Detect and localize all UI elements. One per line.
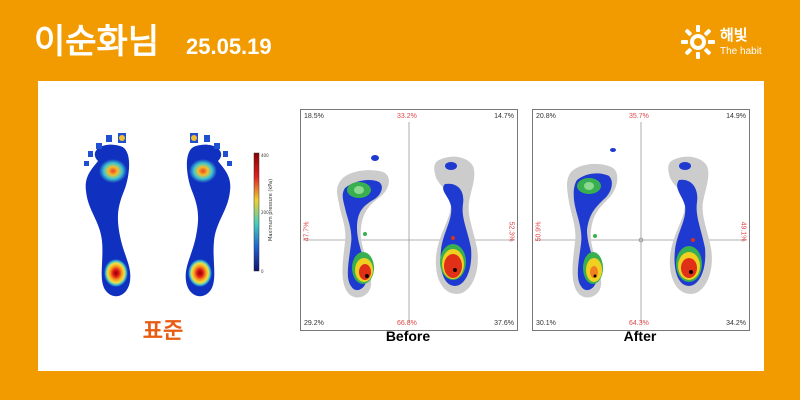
before-pressure-map: [303, 122, 515, 322]
brand-logo: 해빛 The habit: [680, 22, 790, 62]
standard-footprint-image: 400 200 0 Maximum pressure (kPa): [84, 133, 274, 297]
right-foot-shape: [185, 133, 232, 297]
content-panel: 400 200 0 Maximum pressure (kPa) 표준: [38, 81, 764, 371]
before-caption: Before: [385, 328, 431, 344]
colorbar-bottom-label: 0: [261, 269, 264, 274]
left-foot-shape: [84, 133, 131, 297]
before-mid-left-value: 47.7%: [303, 221, 311, 242]
after-top-left-value: 20.8%: [536, 113, 556, 120]
before-bottom-left-value: 29.2%: [304, 320, 324, 327]
after-bottom-right-value: 34.2%: [726, 320, 746, 327]
brand-subtitle: The habit: [720, 46, 762, 57]
colorbar-mid-label: 200: [261, 210, 269, 215]
before-top-center-value: 33.2%: [397, 113, 417, 120]
before-top-right-value: 14.7%: [494, 113, 514, 120]
after-bottom-left-value: 30.1%: [536, 320, 556, 327]
standard-label: 표준: [142, 319, 184, 344]
report-date: 25.05.19: [186, 34, 272, 59]
after-top-right-value: 14.9%: [726, 113, 746, 120]
colorbar-axis-label: Maximum pressure (kPa): [268, 179, 274, 241]
after-caption: After: [623, 328, 657, 344]
sun-logo-icon: [681, 25, 715, 59]
brand-name: 해빛: [720, 26, 748, 44]
patient-name: 이순화님: [34, 22, 160, 62]
after-mid-left-value: 50.9%: [535, 221, 543, 242]
after-plot: 20.8% 35.7% 14.9% 50.9% 49.1% 30.1% 64.3…: [532, 109, 750, 331]
before-mid-right-value: 52.3%: [507, 221, 515, 242]
before-bottom-right-value: 37.6%: [494, 320, 514, 327]
after-mid-right-value: 49.1%: [739, 221, 747, 242]
after-pressure-map: [535, 122, 747, 322]
colorbar-top-label: 400: [261, 153, 269, 158]
after-bottom-center-value: 64.3%: [629, 320, 649, 327]
before-plot: 18.5% 33.2% 14.7% 47.7% 52.3% 29.2% 66.8…: [300, 109, 518, 331]
before-top-left-value: 18.5%: [304, 113, 324, 120]
before-bottom-center-value: 66.8%: [397, 320, 417, 327]
after-top-center-value: 35.7%: [629, 113, 649, 120]
